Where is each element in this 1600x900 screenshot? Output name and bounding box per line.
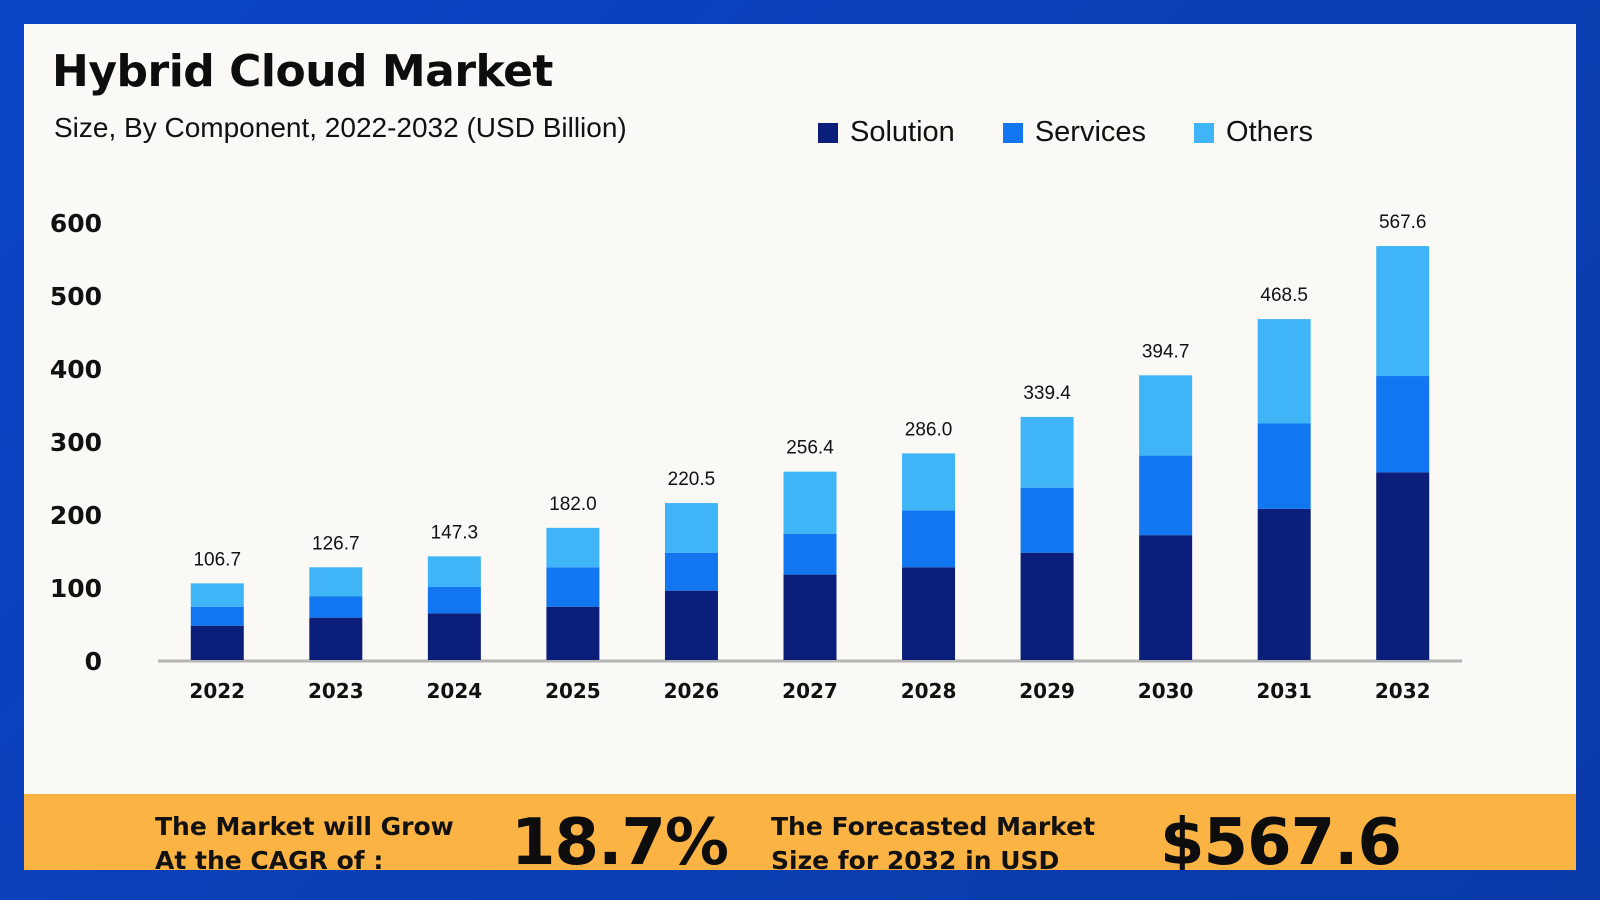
forecast-label-line2: Size for 2032 in USD [771, 846, 1060, 870]
y-tick-label: 600 [50, 209, 102, 238]
legend-swatch-others [1194, 122, 1215, 143]
bar-segment-others [546, 527, 600, 568]
bar-segment-services [664, 552, 718, 591]
legend-item-services: Services [1002, 116, 1147, 149]
bar-segment-others [1020, 416, 1074, 488]
forecast-label: The Forecasted Market Size for 2032 in U… [771, 810, 1095, 870]
cagr-label-line2: At the CAGR of : [155, 846, 384, 870]
x-tick-label: 2025 [545, 679, 601, 703]
stacked-bar-chart: 0 100 200 300 400 500 600 106.7 2022 126.7 2023 147… [50, 209, 1462, 703]
bar-segment-others [309, 567, 363, 597]
bar-segment-others [1376, 246, 1430, 377]
bar-total-label: 182.0 [549, 494, 597, 515]
bar-segment-solution [190, 625, 244, 660]
forecast-value: $567.6 [1160, 806, 1402, 870]
bar-segment-services [1139, 455, 1193, 536]
bar-total-label: 126.7 [312, 533, 360, 554]
bar-segment-solution [546, 606, 600, 660]
chart-card: Hybrid Cloud Market Size, By Component, … [24, 24, 1576, 870]
x-tick-label: 2024 [427, 679, 483, 703]
bar-total-label: 106.7 [193, 549, 241, 570]
bar-segment-services [783, 533, 837, 575]
legend-swatch-solution [818, 122, 838, 143]
legend-label-solution: Solution [850, 116, 955, 148]
bar-total-label: 220.5 [668, 469, 716, 490]
forecast-label-line1: The Forecasted Market [771, 812, 1096, 841]
summary-banner: The Market will Grow At the CAGR of : 18… [24, 794, 1576, 870]
bar-segment-others [190, 583, 244, 607]
chart-title: Hybrid Cloud Market [52, 46, 553, 97]
x-tick-label: 2030 [1138, 679, 1194, 703]
bar-segment-others [427, 556, 481, 587]
y-tick-label: 400 [50, 355, 102, 384]
bar-segment-others [783, 471, 837, 534]
bar-segment-solution [1139, 535, 1193, 660]
x-tick-label: 2032 [1375, 679, 1431, 703]
bar-segment-services [1257, 423, 1311, 509]
cagr-value: 18.7% [511, 806, 729, 870]
bar-segment-services [309, 596, 363, 618]
bar-segment-others [902, 453, 956, 511]
bar-segment-solution [309, 617, 363, 660]
legend-item-others: Others [1194, 116, 1313, 149]
bar-segment-others [1257, 319, 1311, 424]
bar-segment-solution [783, 574, 837, 660]
bar-total-label: 394.7 [1142, 341, 1190, 362]
legend-swatch-services [1002, 122, 1023, 143]
bar-segment-services [546, 567, 600, 607]
bar-segment-services [902, 510, 956, 568]
bar-segment-services [427, 587, 481, 614]
x-tick-label: 2029 [1019, 679, 1075, 703]
bar-segment-solution [1257, 508, 1311, 660]
y-tick-label: 200 [50, 501, 102, 530]
x-tick-label: 2023 [308, 679, 364, 703]
bar-segment-services [1020, 487, 1074, 553]
legend-label-services: Services [1034, 116, 1147, 148]
bar-total-label: 339.4 [1023, 383, 1071, 404]
bar-total-label: 256.4 [786, 438, 834, 459]
x-tick-label: 2028 [901, 679, 957, 703]
bar-segment-services [1376, 376, 1430, 473]
bar-segment-others [664, 503, 718, 553]
y-tick-label: 300 [50, 428, 102, 457]
bar-segment-services [190, 606, 244, 626]
y-tick-label: 100 [50, 574, 102, 603]
x-tick-label: 2026 [664, 679, 720, 703]
legend-label-others: Others [1226, 116, 1314, 148]
bar-segment-solution [1376, 472, 1430, 660]
x-tick-label: 2031 [1256, 679, 1312, 703]
x-tick-label: 2022 [189, 679, 245, 703]
bar-total-label: 468.5 [1260, 285, 1308, 306]
y-tick-label: 500 [50, 282, 102, 311]
chart-legend: Solution Services Others [818, 116, 1361, 149]
bar-total-label: 147.3 [431, 522, 479, 543]
cagr-label: The Market will Grow At the CAGR of : [155, 810, 454, 870]
bar-segment-solution [1020, 552, 1074, 660]
bar-segment-others [1139, 375, 1193, 456]
x-tick-label: 2027 [782, 679, 838, 703]
bar-segment-solution [427, 613, 481, 660]
legend-item-solution: Solution [818, 116, 955, 149]
chart-subtitle: Size, By Component, 2022-2032 (USD Billi… [54, 112, 627, 143]
bar-segment-solution [902, 567, 956, 660]
cagr-label-line1: The Market will Grow [155, 812, 454, 841]
y-tick-label: 0 [85, 647, 102, 676]
bar-total-label: 286.0 [905, 419, 953, 440]
bar-total-label: 567.6 [1379, 212, 1427, 233]
bar-segment-solution [664, 590, 718, 660]
